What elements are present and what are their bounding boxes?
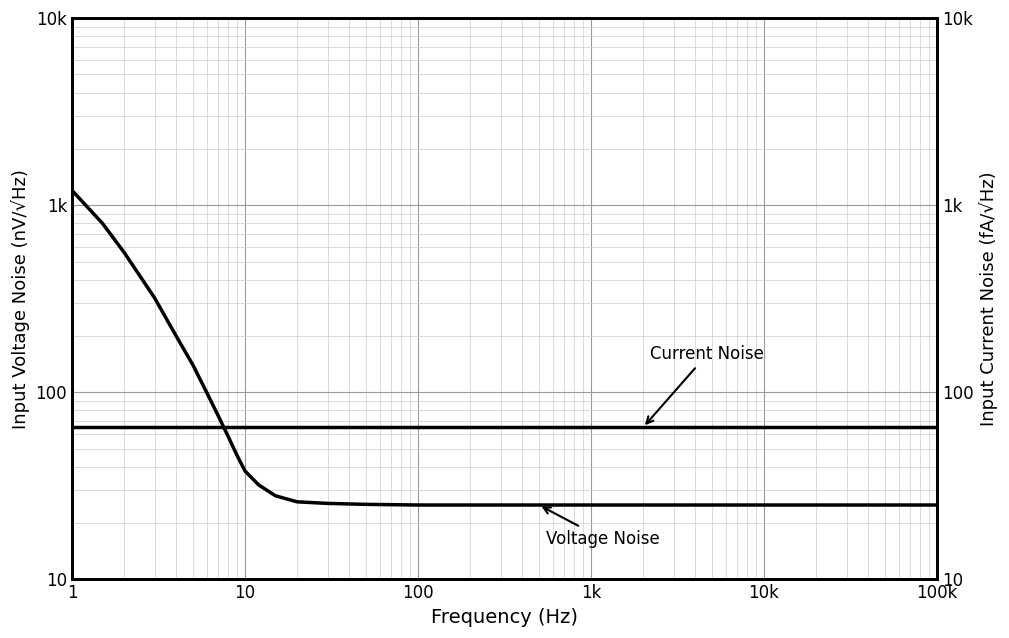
X-axis label: Frequency (Hz): Frequency (Hz) <box>431 608 578 627</box>
Text: Voltage Noise: Voltage Noise <box>544 507 660 548</box>
Y-axis label: Input Current Noise (fA/√Hz): Input Current Noise (fA/√Hz) <box>979 172 998 426</box>
Text: Current Noise: Current Noise <box>647 345 764 424</box>
Y-axis label: Input Voltage Noise (nV/√Hz): Input Voltage Noise (nV/√Hz) <box>11 169 30 429</box>
